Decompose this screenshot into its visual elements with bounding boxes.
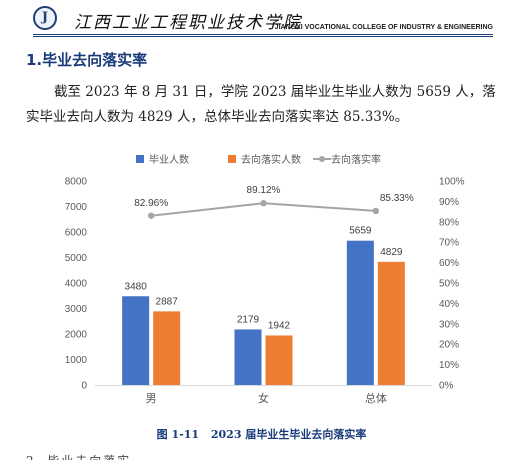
y-right-tick-label: 90%: [439, 197, 459, 208]
page-header: J 江西工业工程职业技术学院 JIANGXI VOCATIONAL COLLEG…: [0, 0, 523, 37]
rate-point: [372, 207, 380, 215]
next-section-cut-text: 2. 毕业去向落实: [26, 452, 136, 460]
y-left-tick-label: 3000: [65, 304, 88, 315]
y-left-tick-label: 4000: [65, 279, 88, 290]
bar-graduates: [122, 296, 150, 385]
data-label-graduates: 2179: [237, 314, 260, 325]
data-label-rate: 82.96%: [134, 198, 168, 209]
data-label-graduates: 3480: [125, 281, 148, 292]
figure-title: 2023 届毕业生毕业去向落实率: [210, 428, 367, 441]
rate-point: [147, 212, 155, 219]
y-left-tick-label: 2000: [65, 330, 88, 341]
legend-label-3: 去向落实率: [331, 153, 381, 166]
employment-rate-chart: 毕业人数 去向落实人数 去向落实率 0 1000 2000 3000 4000 5000 6000…: [65, 153, 465, 405]
y-left-tick-label: 7000: [65, 202, 88, 213]
legend-swatch-1: [136, 155, 144, 163]
y-right-tick-label: 40%: [439, 299, 459, 310]
y-right-tick-label: 50%: [439, 279, 459, 290]
legend-swatch-2: [228, 155, 236, 163]
data-label-placed: 4829: [380, 247, 403, 258]
school-logo: J: [33, 6, 57, 30]
legend-label-2: 去向落实人数: [241, 153, 301, 166]
x-tick-label: 总体: [365, 391, 387, 405]
summary-paragraph: 截至 2023 年 8 月 31 日，学院 2023 届毕业生毕业人数为 565…: [26, 84, 496, 125]
y-left-tick-label: 1000: [65, 355, 88, 366]
y-right-tick-label: 30%: [439, 319, 459, 330]
section-title: 1.毕业去向落实率: [26, 51, 148, 69]
legend-label-1: 毕业人数: [149, 153, 189, 166]
y-right-tick-label: 10%: [439, 360, 459, 371]
x-tick-label: 女: [258, 391, 269, 405]
y-right-tick-label: 60%: [439, 258, 459, 269]
bar-graduates: [234, 329, 262, 385]
data-label-placed: 1942: [268, 320, 291, 331]
y-right-tick-label: 100%: [439, 177, 465, 188]
y-right-tick-label: 0%: [439, 381, 454, 392]
y-right-tick-label: 80%: [439, 217, 459, 228]
y-left-tick-label: 5000: [65, 253, 88, 264]
bar-placed: [377, 261, 405, 385]
header-divider: [33, 34, 493, 35]
legend-marker-swatch: [319, 156, 325, 162]
header-divider-secondary: [33, 36, 493, 37]
bar-graduates: [346, 240, 374, 385]
rate-point: [260, 199, 267, 207]
y-left-tick-label: 8000: [65, 177, 88, 188]
y-left-tick-label: 0: [81, 381, 87, 392]
data-label-placed: 2887: [156, 296, 179, 307]
data-label-rate: 85.33%: [380, 193, 414, 204]
y-right-tick-label: 70%: [439, 238, 459, 249]
figure-number: 图 1-11: [156, 428, 200, 441]
y-right-tick-label: 20%: [439, 340, 459, 351]
data-label-graduates: 5659: [349, 226, 372, 237]
bar-placed: [153, 311, 181, 385]
data-label-rate: 89.12%: [247, 185, 281, 196]
figure-caption: 图 1-11 2023 届毕业生毕业去向落实率: [0, 426, 523, 442]
y-left-tick-label: 6000: [65, 228, 88, 239]
x-tick-label: 男: [146, 393, 157, 405]
school-name-cn: 江西工业工程职业技术学院: [74, 13, 302, 33]
school-name-en: JIANGXI VOCATIONAL COLLEGE OF INDUSTRY &…: [274, 24, 493, 31]
bar-placed: [265, 335, 293, 385]
